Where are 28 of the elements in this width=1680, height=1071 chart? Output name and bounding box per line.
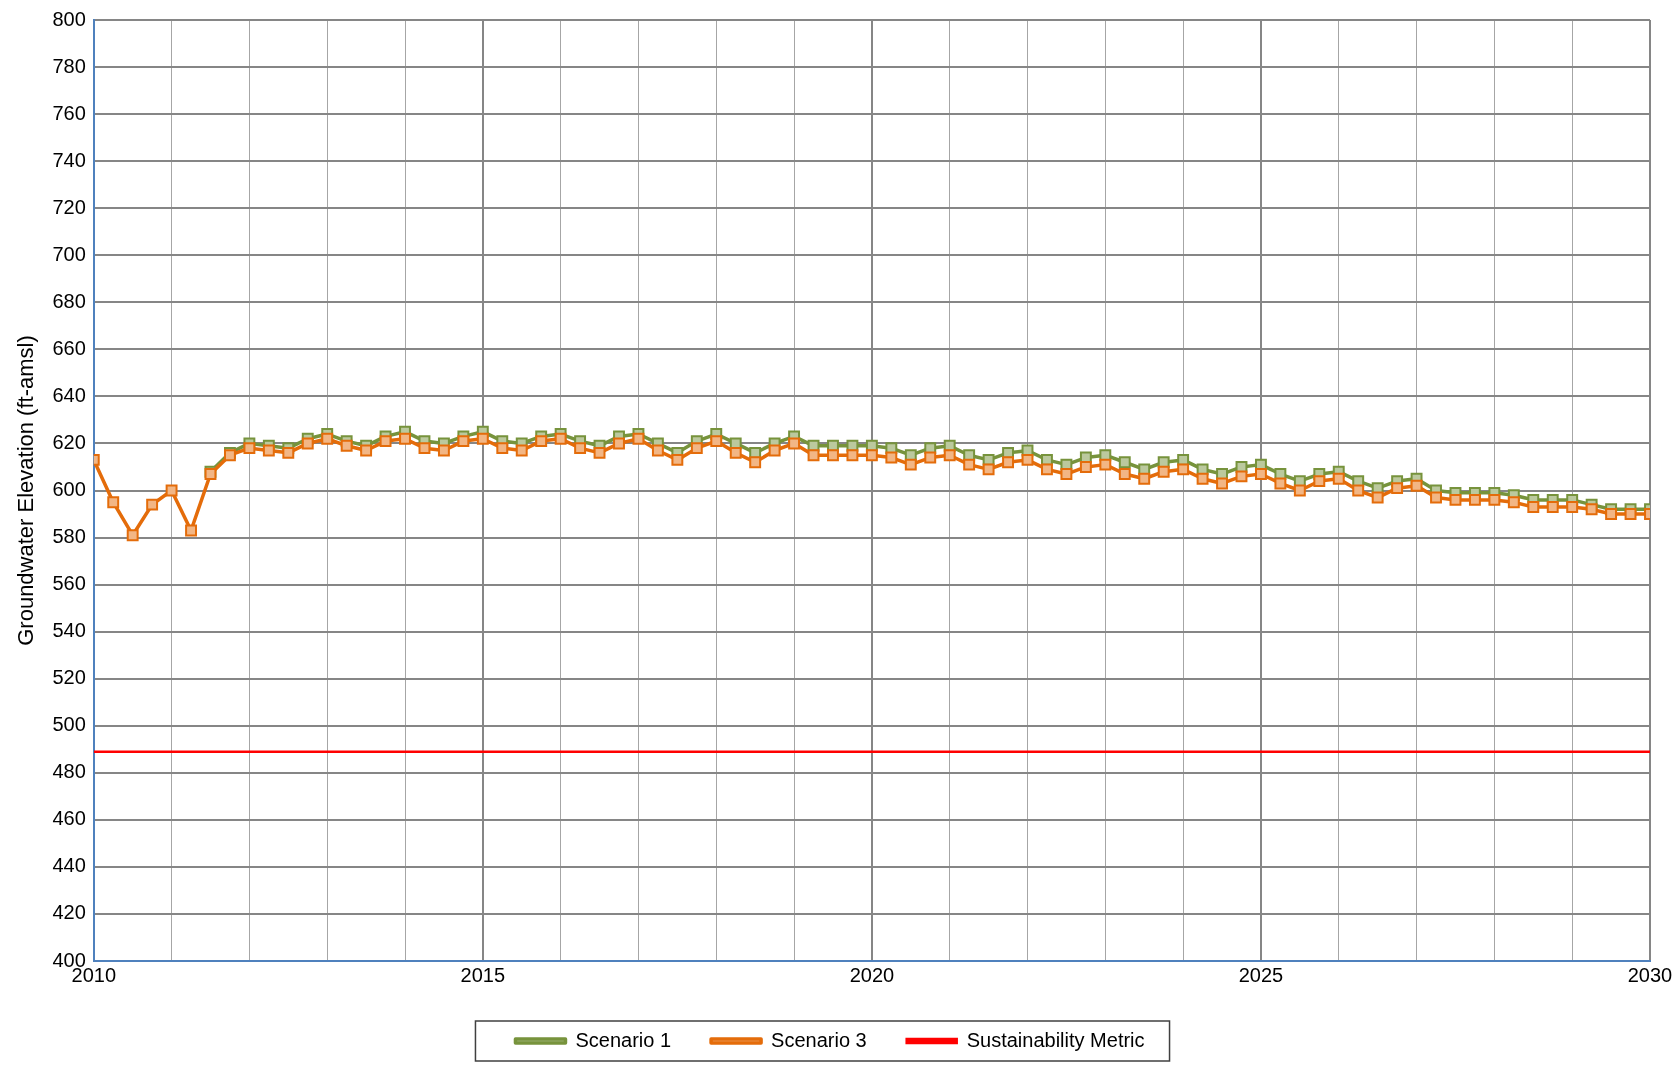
y-tick-label: 620 xyxy=(52,430,86,453)
y-tick-label: 440 xyxy=(52,854,86,877)
y-tick-label: 760 xyxy=(52,101,86,124)
y-tick-label: 460 xyxy=(52,807,86,830)
y-tick-label: 560 xyxy=(52,572,86,595)
y-tick-label: 740 xyxy=(52,148,86,171)
y-axis-title: Groundwater Elevation (ft-amsl) xyxy=(13,335,39,646)
y-tick-label: 800 xyxy=(52,7,86,30)
y-tick-label: 680 xyxy=(52,289,86,312)
x-tick-label: 2030 xyxy=(1627,963,1673,986)
legend-label: Sustainability Metric xyxy=(966,1028,1145,1051)
y-tick-label: 420 xyxy=(52,901,86,924)
y-tick-label: 540 xyxy=(52,619,86,642)
x-tick-label: 2020 xyxy=(849,963,895,986)
y-tick-label: 720 xyxy=(52,195,86,218)
y-tick-label: 660 xyxy=(52,336,86,359)
legend-label: Scenario 1 xyxy=(575,1028,672,1051)
y-tick-label: 580 xyxy=(52,525,86,548)
y-tick-label: 780 xyxy=(52,54,86,77)
legend-label: Scenario 3 xyxy=(771,1028,867,1051)
y-tick-label: 640 xyxy=(52,383,86,406)
y-tick-label: 520 xyxy=(52,666,86,689)
y-tick-label: 600 xyxy=(52,478,86,501)
x-tick-label: 2025 xyxy=(1238,963,1284,986)
x-tick-label: 2015 xyxy=(460,963,506,986)
y-tick-label: 500 xyxy=(52,713,86,736)
y-tick-label: 480 xyxy=(52,760,86,783)
y-tick-label: 700 xyxy=(52,242,86,265)
